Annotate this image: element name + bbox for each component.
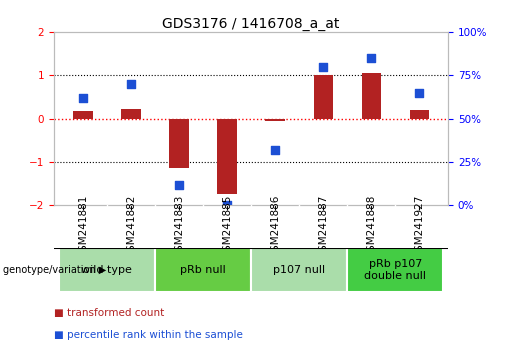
Point [319, 64, 327, 69]
Text: GSM241881: GSM241881 [78, 195, 88, 258]
Text: genotype/variation ▶: genotype/variation ▶ [3, 265, 106, 275]
Bar [347, 248, 443, 292]
Bar [265, 119, 285, 121]
Bar [362, 73, 381, 119]
Text: p107 null: p107 null [273, 265, 325, 275]
Point [415, 90, 423, 96]
Text: ■ percentile rank within the sample: ■ percentile rank within the sample [54, 330, 243, 339]
Title: GDS3176 / 1416708_a_at: GDS3176 / 1416708_a_at [162, 17, 340, 31]
Text: ■ transformed count: ■ transformed count [54, 308, 164, 318]
Bar [155, 248, 251, 292]
Text: GSM241882: GSM241882 [126, 195, 136, 258]
Text: GSM241886: GSM241886 [270, 195, 280, 258]
Text: GSM241887: GSM241887 [318, 195, 328, 258]
Bar [251, 248, 347, 292]
Point [271, 147, 279, 153]
Text: GSM241927: GSM241927 [414, 195, 424, 258]
Point [223, 202, 231, 208]
Text: wild type: wild type [81, 265, 132, 275]
Bar [59, 248, 155, 292]
Bar [314, 75, 333, 119]
Text: GSM241883: GSM241883 [174, 195, 184, 258]
Bar [409, 110, 429, 119]
Text: pRb null: pRb null [180, 265, 226, 275]
Text: GSM241885: GSM241885 [222, 195, 232, 258]
Point [79, 95, 87, 101]
Bar [169, 119, 188, 169]
Bar [122, 109, 141, 119]
Bar [217, 119, 237, 194]
Point [175, 182, 183, 187]
Point [367, 55, 375, 61]
Point [127, 81, 135, 87]
Text: pRb p107
double null: pRb p107 double null [364, 259, 426, 281]
Bar [73, 111, 93, 119]
Text: GSM241888: GSM241888 [366, 195, 376, 258]
